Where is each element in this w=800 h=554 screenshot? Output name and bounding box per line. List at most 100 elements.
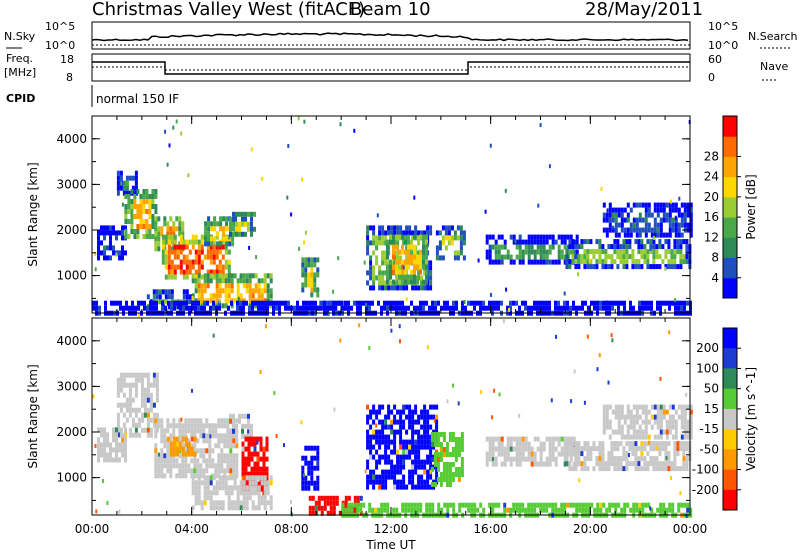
- colorbar-segment: [723, 156, 737, 178]
- data-cell: [214, 433, 218, 439]
- data-cell: [542, 305, 545, 311]
- data-cell: [653, 217, 657, 223]
- data-cell: [608, 207, 612, 213]
- data-cell: [580, 254, 584, 260]
- data-cell: [658, 244, 662, 250]
- data-cell: [402, 464, 406, 470]
- data-cell: [146, 397, 150, 403]
- data-cell: [143, 305, 146, 311]
- data-cell: [275, 305, 278, 311]
- data-cell: [629, 424, 633, 430]
- data-cell: [677, 232, 681, 238]
- data-cell: [623, 419, 627, 425]
- data-cell: [228, 241, 232, 247]
- data-cell: [530, 507, 534, 513]
- data-cell: [515, 446, 519, 452]
- data-cell: [683, 419, 687, 425]
- data-cell: [302, 300, 305, 306]
- data-cell: [685, 392, 688, 397]
- data-cell: [665, 212, 669, 218]
- data-cell: [407, 507, 411, 513]
- data-cell: [583, 466, 587, 472]
- data-cell: [488, 436, 492, 442]
- data-cell: [411, 424, 415, 430]
- data-cell: [173, 274, 177, 280]
- data-cell: [244, 461, 248, 467]
- data-cell: [614, 409, 618, 415]
- data-cell: [203, 254, 207, 260]
- data-cell: [221, 269, 225, 275]
- data-cell: [121, 202, 124, 207]
- data-cell: [390, 449, 394, 455]
- data-cell: [121, 437, 124, 443]
- data-cell: [227, 475, 231, 481]
- data-cell: [670, 254, 674, 260]
- data-cell: [185, 305, 188, 311]
- data-cell: [629, 434, 633, 440]
- data-cell: [128, 412, 132, 418]
- data-cell: [209, 298, 213, 304]
- data-cell: [138, 312, 140, 317]
- data-cell: [500, 436, 504, 442]
- data-cell: [539, 446, 543, 452]
- data-cell: [646, 239, 650, 245]
- data-cell: [447, 230, 451, 236]
- data-cell: [103, 432, 106, 438]
- data-cell: [163, 458, 167, 464]
- data-cell: [393, 419, 397, 425]
- data-cell: [581, 507, 585, 513]
- data-cell: [449, 502, 453, 508]
- data-cell: [344, 500, 348, 506]
- data-cell: [518, 451, 522, 457]
- data-cell: [182, 269, 186, 275]
- data-cell: [179, 300, 182, 306]
- data-cell: [125, 300, 128, 306]
- data-cell: [640, 249, 644, 255]
- data-cell: [302, 305, 305, 311]
- data-cell: [599, 305, 602, 311]
- data-cell: [387, 225, 391, 231]
- data-cell: [206, 300, 209, 306]
- data-cell: [671, 202, 675, 208]
- data-cell: [635, 419, 639, 425]
- data-cell: [667, 249, 671, 255]
- data-cell: [307, 485, 311, 491]
- data-cell: [536, 446, 540, 452]
- data-cell: [378, 225, 382, 231]
- data-cell: [447, 240, 451, 246]
- data-cell: [402, 474, 406, 480]
- data-cell: [284, 305, 287, 311]
- data-cell: [172, 451, 176, 457]
- data-cell: [269, 273, 273, 279]
- data-cell: [182, 239, 186, 245]
- data-cell: [652, 254, 656, 260]
- x-tick-label: 00:00: [673, 522, 708, 536]
- data-cell: [340, 300, 344, 306]
- data-cell: [430, 457, 434, 462]
- data-cell: [116, 180, 120, 186]
- data-cell: [614, 222, 618, 228]
- data-cell: [634, 441, 638, 447]
- colorbar-tick-label: 20: [704, 190, 719, 204]
- data-cell: [316, 272, 320, 278]
- data-cell: [685, 254, 689, 260]
- data-cell: [112, 427, 115, 433]
- data-cell: [197, 273, 201, 279]
- data-cell: [490, 292, 492, 297]
- data-cell: [530, 249, 534, 255]
- data-cell: [212, 274, 216, 280]
- data-cell: [405, 245, 409, 251]
- data-cell: [232, 216, 235, 222]
- data-cell: [384, 469, 388, 475]
- data-cell: [194, 259, 198, 265]
- data-cell: [620, 300, 623, 306]
- data-cell: [164, 129, 167, 134]
- x-tick-label: 04:00: [174, 522, 209, 536]
- data-cell: [378, 454, 382, 460]
- data-cell: [604, 461, 608, 467]
- data-cell: [227, 259, 231, 265]
- data-cell: [646, 466, 650, 472]
- data-cell: [104, 300, 107, 306]
- data-cell: [254, 505, 258, 511]
- data-cell: [555, 334, 558, 339]
